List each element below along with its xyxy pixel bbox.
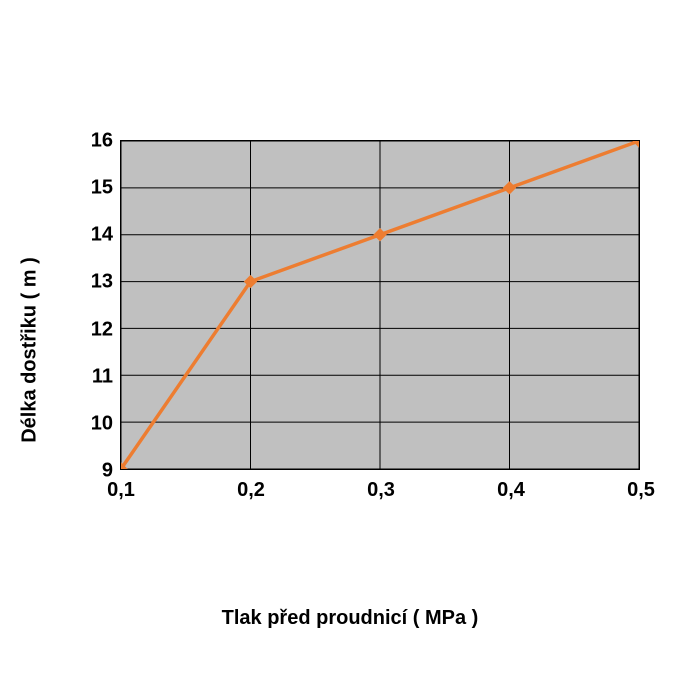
y-tick-label: 15 xyxy=(91,177,113,200)
y-tick-label: 10 xyxy=(91,412,113,435)
y-tick-label: 16 xyxy=(91,130,113,153)
x-tick-label: 0,1 xyxy=(107,479,135,502)
y-tick-label: 14 xyxy=(91,224,113,247)
x-tick-label: 0,4 xyxy=(497,479,525,502)
y-tick-label: 13 xyxy=(91,271,113,294)
x-tick-label: 0,3 xyxy=(367,479,395,502)
plot-area: 9101112131415160,10,20,30,40,5 xyxy=(120,140,640,470)
y-tick-label: 12 xyxy=(91,318,113,341)
x-tick-label: 0,5 xyxy=(627,479,655,502)
chart-svg xyxy=(121,141,639,469)
y-tick-label: 11 xyxy=(92,365,113,388)
page: Délka dostřiku ( m ) 9101112131415160,10… xyxy=(0,0,700,700)
y-axis-title: Délka dostřiku ( m ) xyxy=(19,257,42,443)
x-tick-label: 0,2 xyxy=(237,479,265,502)
chart-container: Délka dostřiku ( m ) 9101112131415160,10… xyxy=(40,140,660,560)
x-axis-title: Tlak před proudnicí ( MPa ) xyxy=(40,607,660,630)
